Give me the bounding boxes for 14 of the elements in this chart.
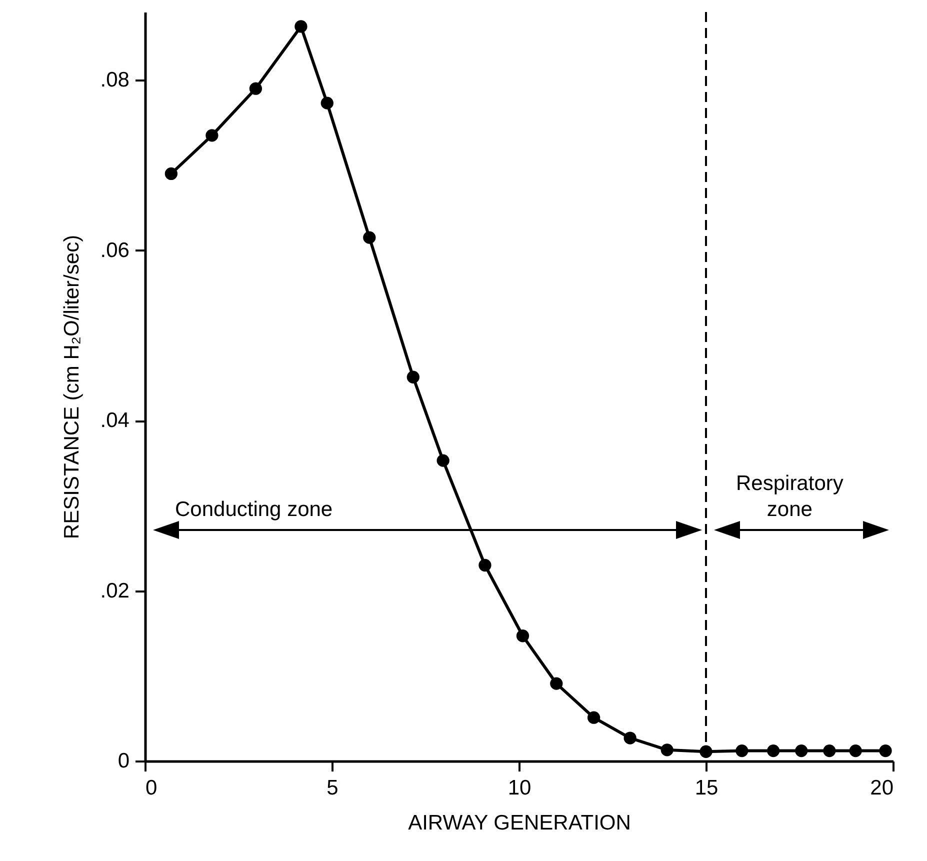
x-tick-label: 20 <box>870 776 894 800</box>
x-tick-label: 0 <box>146 776 158 800</box>
y-tick-label: .08 <box>100 68 130 92</box>
annotation: Conducting zone <box>175 498 333 521</box>
y-tick-label: .06 <box>100 238 130 262</box>
x-tick-label: 5 <box>326 776 338 800</box>
x-tick-label: 15 <box>694 776 718 800</box>
x-tick-label: 10 <box>508 776 532 800</box>
annotation: Respiratory zone <box>736 472 844 521</box>
y-axis-title: RESISTANCE (cm H₂O/liter/sec) <box>60 234 84 540</box>
y-tick-label: .02 <box>100 579 130 602</box>
x-axis-title: AIRWAY GENERATION <box>408 812 631 834</box>
y-tick-label: .04 <box>100 409 130 432</box>
y-tick-label: 0 <box>118 750 130 772</box>
